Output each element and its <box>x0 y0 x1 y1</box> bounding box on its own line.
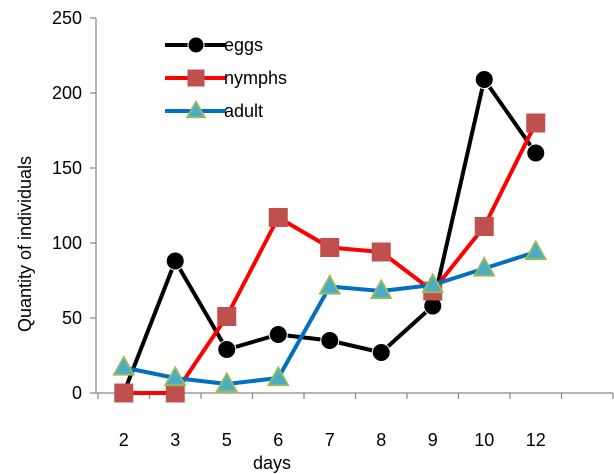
adult-marker <box>472 256 496 277</box>
nymphs-marker <box>114 383 134 403</box>
y-tick-label: 50 <box>62 308 82 328</box>
x-tick-label: 10 <box>474 430 494 450</box>
adult-marker <box>369 278 393 300</box>
legend-label: nymphs <box>224 68 287 88</box>
x-tick-label: 12 <box>526 430 546 450</box>
series-layer <box>112 70 548 403</box>
legend-item-eggs: eggs <box>165 35 263 55</box>
nymphs-marker <box>165 383 185 403</box>
nymphs-marker <box>268 208 288 227</box>
axes: 0 50 100 150 200 250 2 3 5 6 7 8 9 10 12 <box>52 8 614 450</box>
eggs-marker <box>371 343 391 362</box>
nymphs-marker <box>474 217 494 236</box>
legend-item-adult: adult <box>165 99 263 121</box>
adult-marker <box>266 365 290 387</box>
eggs-marker <box>526 143 546 163</box>
legend-item-nymphs: nymphs <box>165 68 287 88</box>
adult-marker <box>112 355 136 376</box>
eggs-marker <box>320 331 340 350</box>
x-tick-label: 8 <box>376 430 386 450</box>
nymphs-series <box>114 113 546 403</box>
adult-marker <box>524 239 548 261</box>
y-axis-title: Quantity of individuals <box>15 156 35 332</box>
eggs-marker <box>187 36 205 54</box>
nymphs-line <box>123 122 538 395</box>
adult-marker <box>215 371 239 393</box>
x-tick-label: 5 <box>222 430 232 450</box>
eggs-marker <box>474 70 494 89</box>
nymphs-marker <box>371 242 391 262</box>
x-tick-label: 3 <box>170 430 180 450</box>
x-tick-label: 2 <box>119 430 129 450</box>
y-tick-label: 200 <box>52 83 82 103</box>
x-tick-label: 9 <box>428 430 438 450</box>
y-tick-label: 100 <box>52 233 82 253</box>
eggs-marker <box>217 340 237 359</box>
legend-label: eggs <box>224 35 263 55</box>
nymphs-marker <box>526 113 546 133</box>
eggs-series <box>114 70 546 403</box>
x-tick-label: 7 <box>325 430 335 450</box>
nymphs-marker <box>217 307 237 326</box>
x-tick-label: 6 <box>273 430 283 450</box>
y-tick-label: 250 <box>52 8 82 28</box>
adult-marker <box>318 274 342 295</box>
adult-marker <box>421 272 445 294</box>
adult-marker <box>163 365 187 387</box>
legend: eggs nymphs adult <box>165 35 287 121</box>
y-tick-label: 0 <box>72 383 82 403</box>
adult-line <box>123 250 537 386</box>
nymphs-marker <box>187 69 205 87</box>
adult-series <box>112 239 548 393</box>
adult-marker <box>185 99 207 119</box>
eggs-marker <box>268 325 288 344</box>
y-tick-label: 150 <box>52 158 82 178</box>
x-axis-title: days <box>253 453 291 473</box>
nymphs-marker <box>320 238 340 257</box>
eggs-marker <box>165 251 185 271</box>
legend-label: adult <box>224 101 263 121</box>
